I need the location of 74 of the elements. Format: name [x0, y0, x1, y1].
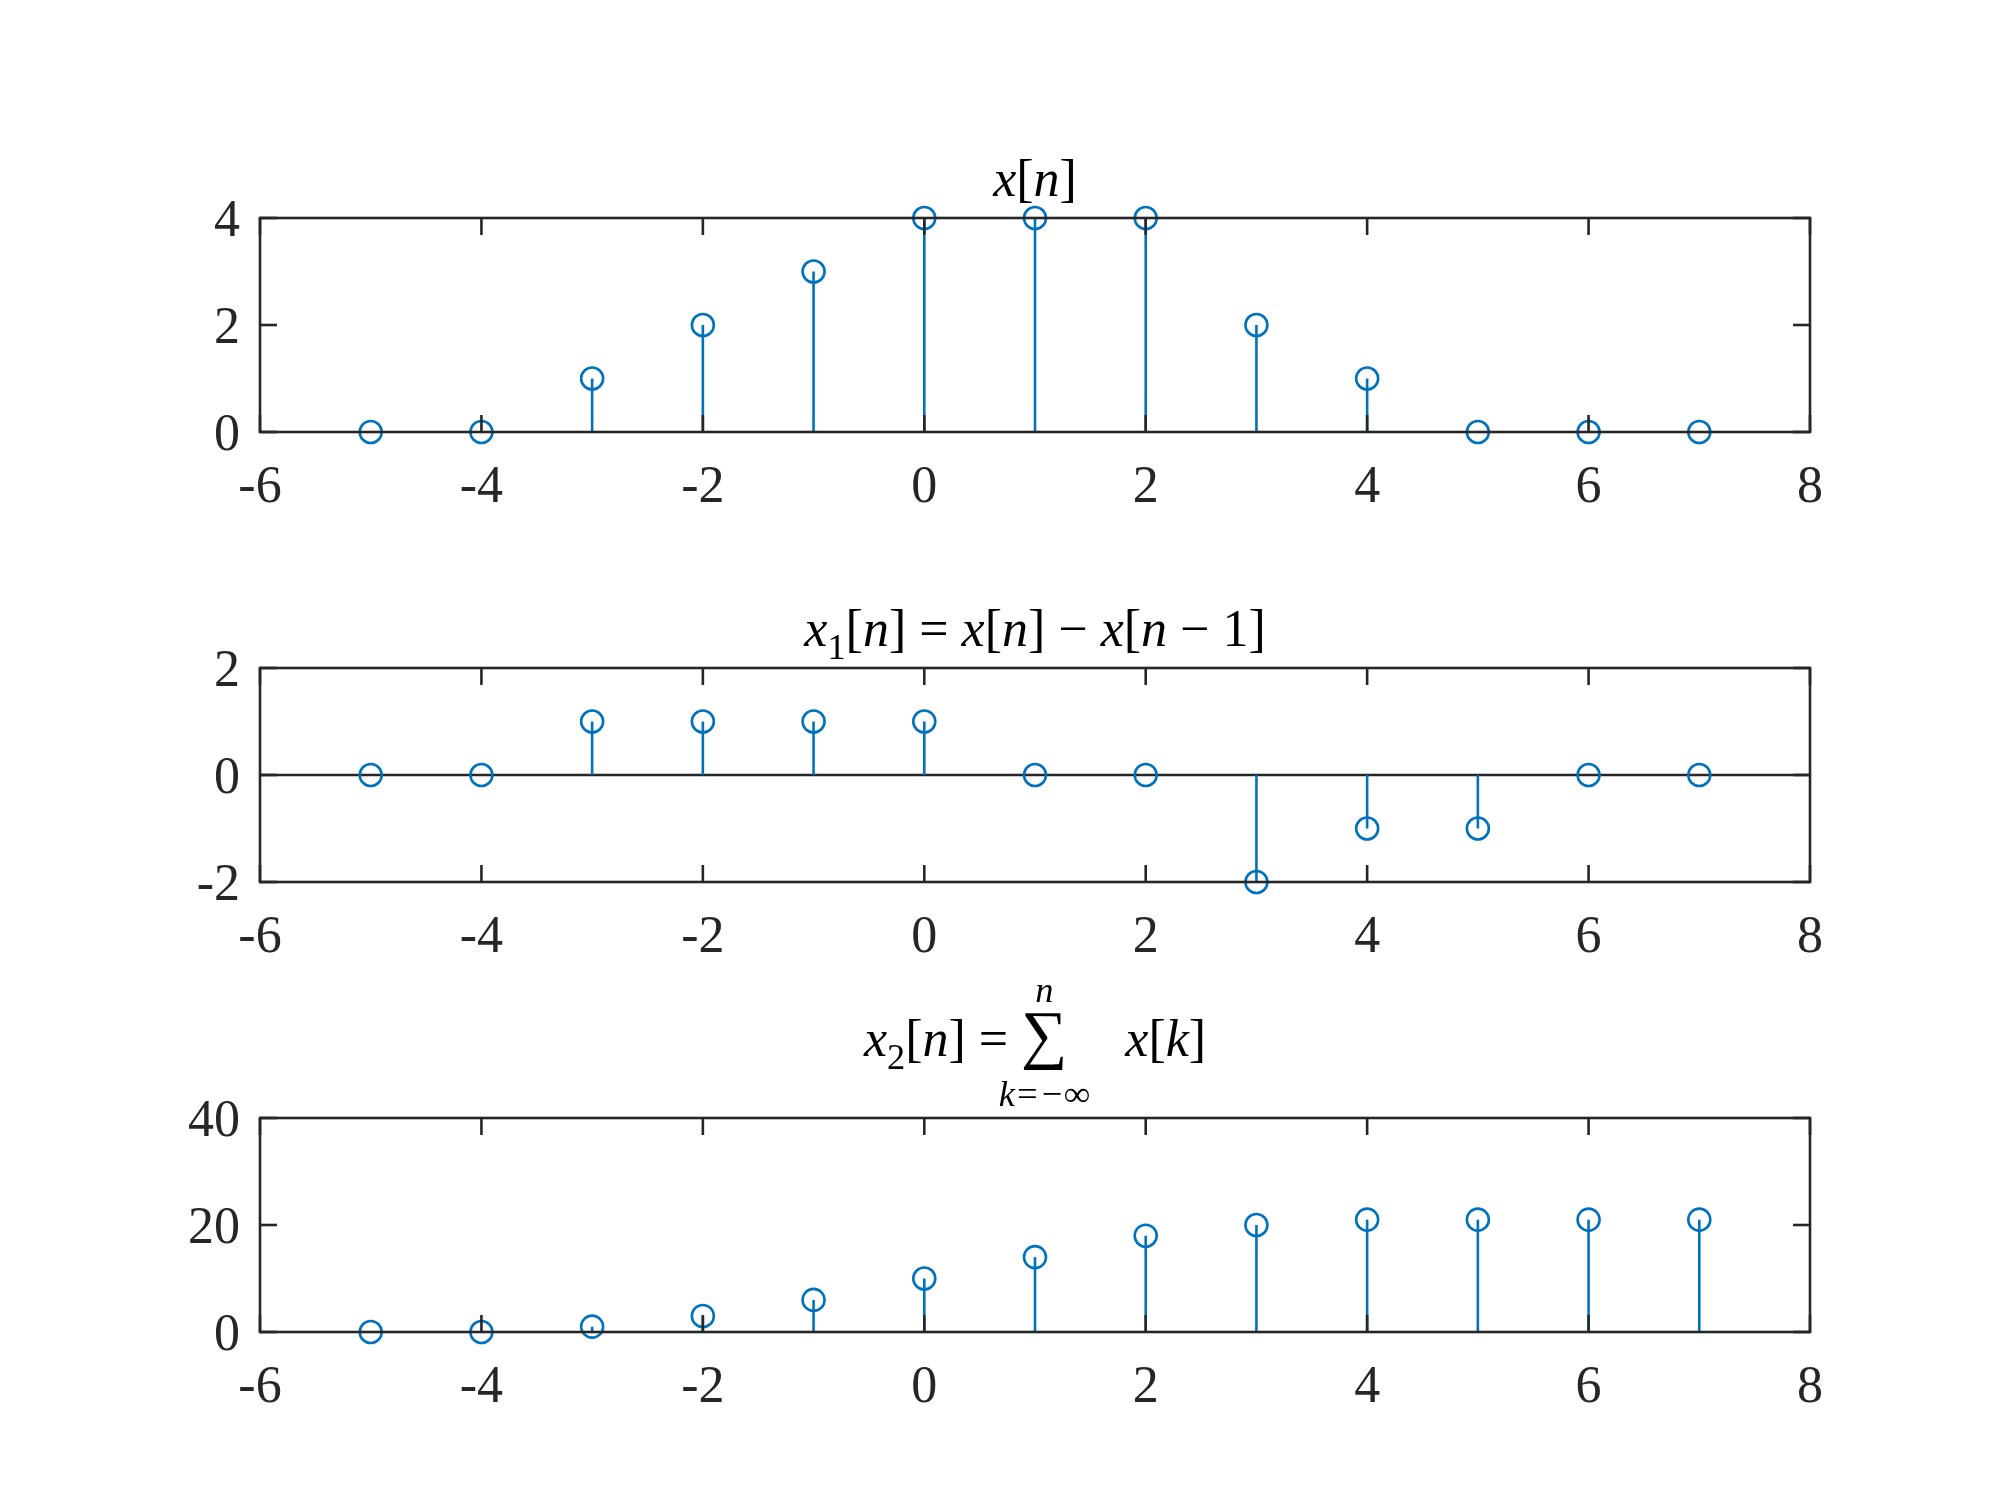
y-tick-label: -2 — [196, 853, 240, 911]
point — [1244, 869, 1269, 895]
point — [1022, 762, 1048, 788]
y-tick-label: 40 — [188, 1089, 240, 1147]
x-tick-label: 6 — [1575, 906, 1602, 963]
point — [579, 1314, 605, 1339]
x-tick-label: -4 — [459, 1356, 504, 1413]
point — [1022, 205, 1048, 231]
y-tick-label: 4 — [214, 189, 240, 247]
point — [1576, 762, 1601, 788]
x-tick-label: 2 — [1132, 1356, 1159, 1413]
point — [690, 1303, 716, 1329]
point — [579, 709, 605, 734]
point — [1686, 419, 1712, 445]
x-tick-label: 2 — [1132, 906, 1159, 963]
point — [358, 1319, 384, 1345]
point — [358, 762, 384, 788]
point — [1133, 1223, 1159, 1248]
point — [911, 709, 937, 734]
point — [690, 312, 716, 338]
x-tick-label: -4 — [459, 906, 504, 963]
point — [1686, 1207, 1712, 1232]
x-tick-label: 6 — [1575, 1356, 1602, 1413]
x-tick-label: 2 — [1132, 456, 1159, 513]
point — [358, 419, 384, 445]
point — [1022, 1244, 1048, 1270]
x-tick-label: 8 — [1797, 906, 1823, 963]
y-tick-label: 0 — [214, 403, 240, 461]
point — [469, 419, 494, 445]
x-tick-label: -6 — [238, 456, 282, 513]
point — [469, 1319, 494, 1345]
point — [1465, 1207, 1491, 1232]
y-tick-label: 0 — [214, 1303, 240, 1361]
x-tick-label: 4 — [1354, 1356, 1381, 1413]
point — [801, 709, 826, 734]
x-tick-label: 4 — [1354, 456, 1381, 513]
point — [1133, 762, 1159, 788]
x-tick-label: 8 — [1797, 1356, 1823, 1413]
point — [690, 709, 716, 734]
point — [1244, 312, 1269, 338]
x-tick-label: -2 — [681, 456, 725, 513]
point — [1354, 366, 1380, 391]
x-tick-label: -2 — [681, 906, 725, 963]
x-tick-label: 0 — [911, 456, 938, 513]
point — [1244, 1212, 1269, 1238]
y-tick-label: 2 — [214, 296, 240, 354]
point — [469, 762, 494, 788]
chart-title: x$_{1}$[n] = x[n] − x[n − 1] — [804, 600, 1266, 667]
point — [1576, 419, 1601, 445]
point — [1354, 816, 1380, 841]
x-tick-label: 6 — [1575, 456, 1602, 513]
x-tick-label: -6 — [238, 906, 282, 963]
point — [1576, 1207, 1601, 1232]
x-tick-label: 4 — [1354, 906, 1381, 963]
x-tick-label: -2 — [681, 1356, 725, 1413]
point — [1354, 1207, 1380, 1232]
point — [1465, 816, 1491, 841]
chart-title: x[n] — [992, 150, 1077, 207]
y-tick-label: 20 — [188, 1196, 240, 1254]
point — [911, 1266, 937, 1291]
point — [1133, 205, 1159, 231]
x-tick-label: 0 — [911, 906, 938, 963]
x-tick-label: -6 — [238, 1356, 282, 1413]
point — [579, 366, 605, 391]
x-tick-label: -4 — [459, 456, 504, 513]
point — [911, 205, 937, 231]
point — [1686, 762, 1712, 788]
x-tick-label: 0 — [911, 1356, 938, 1413]
y-tick-label: 0 — [214, 746, 240, 804]
y-tick-label: 2 — [214, 639, 240, 697]
point — [801, 259, 826, 284]
point — [1465, 419, 1491, 445]
x-tick-label: 8 — [1797, 456, 1823, 513]
point — [801, 1287, 826, 1313]
